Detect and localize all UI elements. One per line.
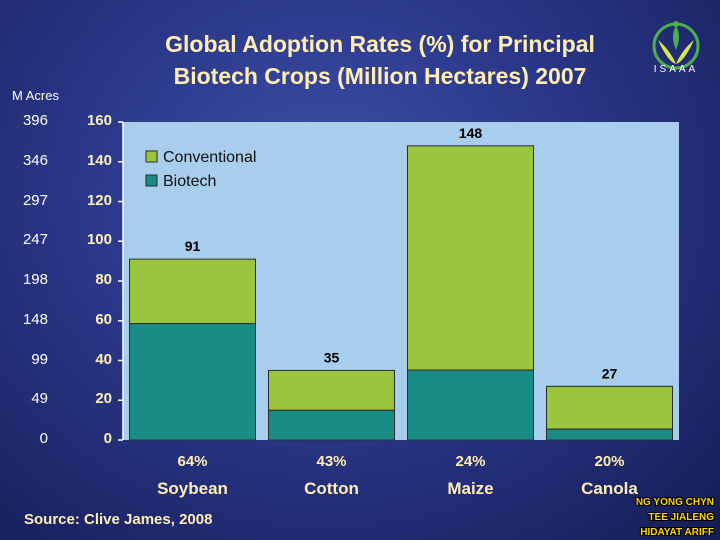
bar-conventional-maize	[407, 145, 534, 371]
y-tick-label: 60	[95, 310, 112, 328]
x-category-label: Soybean	[157, 479, 228, 498]
acre-tick-label: 198	[22, 271, 48, 288]
legend-label-conventional: Conventional	[163, 149, 256, 166]
credit-line-3: HIDAYAT ARIFF	[640, 527, 714, 538]
bar-biotech-soybean	[129, 323, 256, 441]
legend-swatch-conventional	[145, 150, 158, 163]
credit-line-2: TEE JIALENG	[648, 512, 714, 523]
acres-axis-label: M Acres	[12, 88, 59, 103]
bar-biotech-maize	[407, 369, 534, 441]
bar-conventional-soybean	[129, 258, 256, 325]
bar-biotech-canola	[546, 428, 673, 441]
y-tick-label: 0	[103, 430, 112, 447]
y-tick-label: 40	[95, 350, 112, 368]
chart-title: Global Adoption Rates (%) for Principal …	[100, 28, 660, 92]
credit-line-1: NG YONG CHYN	[635, 497, 714, 508]
acre-tick-label: 99	[31, 350, 48, 368]
chart-title-line-1: Global Adoption Rates (%) for Principal	[165, 31, 595, 57]
acre-tick-label: 346	[22, 151, 48, 169]
bar-conventional-cotton	[268, 369, 395, 411]
y-tick-label: 160	[86, 112, 112, 129]
bar-total-label: 91	[185, 238, 201, 254]
adoption-rate-label: 20%	[594, 453, 624, 470]
logo-text: ISAAA	[653, 64, 699, 75]
x-category-label: Cotton	[304, 479, 359, 498]
x-category-label: Maize	[447, 479, 493, 498]
bar-total-label: 35	[324, 349, 340, 365]
legend-swatch-biotech	[145, 174, 158, 187]
acre-tick-label: 148	[22, 310, 48, 328]
adoption-rate-label: 64%	[177, 453, 207, 470]
isaaa-logo-icon	[652, 21, 700, 70]
x-category-label: Canola	[581, 479, 638, 498]
acre-tick-label: 49	[31, 390, 48, 408]
bar-total-label: 148	[459, 125, 483, 141]
bar-total-label: 27	[602, 365, 618, 381]
acre-tick-label: 247	[22, 231, 48, 249]
source-note: Source: Clive James, 2008	[24, 511, 213, 528]
y-tick-label: 140	[86, 151, 112, 169]
bar-biotech-cotton	[268, 409, 395, 441]
adoption-rate-label: 43%	[316, 453, 346, 470]
acre-tick-label: 396	[22, 112, 48, 129]
bar-conventional-canola	[546, 385, 673, 430]
acre-tick-label: 0	[39, 430, 48, 447]
legend-label-biotech: Biotech	[163, 173, 216, 190]
y-tick-label: 20	[95, 390, 112, 408]
acre-tick-label: 297	[22, 191, 48, 209]
adoption-rate-label: 24%	[455, 453, 485, 470]
y-tick-label: 80	[95, 271, 112, 288]
y-tick-label: 120	[86, 191, 112, 209]
chart-title-line-2: Biotech Crops (Million Hectares) 2007	[173, 63, 587, 89]
y-tick-label: 100	[86, 231, 112, 249]
